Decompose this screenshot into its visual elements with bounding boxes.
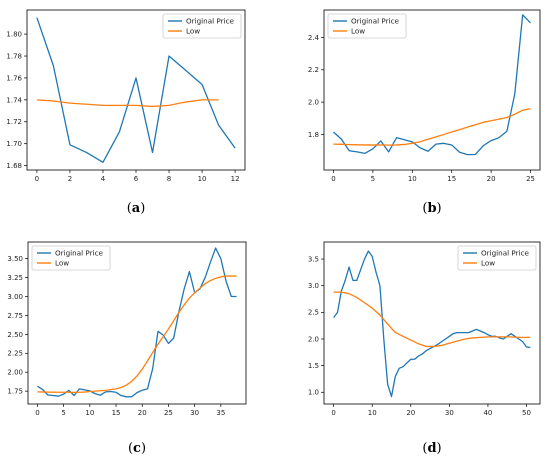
y-tick-label: 3.25	[7, 274, 23, 282]
panel-label: (c)	[128, 441, 146, 456]
x-tick-label: 0	[331, 175, 335, 183]
x-tick-label: 8	[167, 175, 171, 183]
legend-label-original-price: Original Price	[351, 17, 400, 26]
y-tick-label: 2.4	[308, 34, 320, 42]
y-tick-label: 1.80	[6, 31, 22, 39]
y-tick-label: 1.0	[308, 389, 319, 397]
x-tick-label: 0	[35, 409, 39, 417]
x-tick-label: 35	[216, 409, 225, 417]
y-tick-label: 2.75	[7, 312, 23, 320]
legend-label-low: Low	[186, 27, 200, 36]
x-tick-label: 0	[331, 409, 335, 417]
panel-label: (d)	[422, 441, 441, 456]
panel-label: (b)	[422, 201, 441, 216]
plot-frame	[27, 241, 247, 405]
legend-box	[31, 245, 111, 271]
legend-label-original-price: Original Price	[481, 249, 530, 258]
series-line-original-price	[36, 17, 236, 163]
y-tick-label: 1.74	[6, 96, 22, 104]
legend-box	[327, 13, 407, 39]
x-tick-label: 15	[112, 409, 121, 417]
y-tick-label: 3.5	[308, 255, 319, 263]
x-tick-label: 2	[68, 175, 72, 183]
y-tick-label: 1.68	[6, 162, 22, 170]
x-tick-label: 0	[35, 175, 39, 183]
x-tick-label: 50	[522, 409, 531, 417]
legend-label-low: Low	[481, 259, 495, 268]
y-tick-label: 2.25	[7, 350, 23, 358]
series-line-original-price	[333, 14, 532, 156]
y-tick-label: 2.5	[308, 309, 319, 317]
series-line-low	[333, 291, 531, 348]
y-tick-label: 2.2	[308, 66, 319, 74]
x-tick-label: 25	[526, 175, 535, 183]
x-tick-label: 25	[164, 409, 173, 417]
y-tick-label: 1.72	[6, 118, 22, 126]
legend-label-low: Low	[351, 27, 365, 36]
y-tick-label: 1.76	[6, 74, 22, 82]
chart-panel-c: 0 5 10 15 20 25 30 35 1.75 2.00 2.25 2.50 2.75 3.00 3.…	[7, 241, 247, 456]
y-tick-label: 3.50	[7, 255, 23, 263]
y-tick-label: 3.00	[7, 293, 23, 301]
x-tick-label: 10	[368, 409, 377, 417]
legend-label-original-price: Original Price	[186, 17, 235, 26]
y-tick-label: 2.00	[7, 369, 23, 377]
y-tick-label: 2.0	[308, 335, 319, 343]
x-tick-label: 10	[198, 175, 207, 183]
legend-label-low: Low	[55, 259, 69, 268]
series-line-low	[36, 99, 219, 108]
x-tick-label: 20	[487, 175, 496, 183]
y-tick-label: 2.50	[7, 331, 23, 339]
x-tick-label: 5	[61, 409, 65, 417]
x-tick-label: 10	[85, 409, 94, 417]
plot-frame	[323, 241, 541, 405]
x-tick-label: 6	[134, 175, 139, 183]
x-tick-label: 30	[190, 409, 199, 417]
y-tick-label: 1.70	[6, 140, 22, 148]
series-line-low	[333, 107, 531, 146]
y-tick-label: 1.5	[308, 362, 319, 370]
y-tick-label: 2.0	[308, 99, 319, 107]
legend-box	[162, 13, 242, 39]
x-tick-label: 15	[447, 175, 456, 183]
y-tick-label: 1.75	[7, 388, 23, 396]
plot-frame	[323, 9, 541, 171]
x-tick-label: 30	[445, 409, 454, 417]
series-line-low	[37, 275, 237, 393]
chart-panel-a: 0 2 4 6 8 10 12 1.68 1.70 1.72 1.74 1.76 1.78 1.80 Ori…	[6, 9, 246, 216]
x-tick-label: 4	[101, 175, 106, 183]
legend-box	[457, 245, 537, 271]
x-tick-label: 40	[483, 409, 492, 417]
series-line-original-price	[333, 250, 531, 398]
x-tick-label: 10	[408, 175, 417, 183]
y-tick-label: 3.0	[308, 282, 319, 290]
x-tick-label: 12	[231, 175, 240, 183]
x-tick-label: 20	[138, 409, 147, 417]
y-tick-label: 1.78	[6, 52, 22, 60]
chart-panel-d: 0 10 20 30 40 50 1.0 1.5 2.0 2.5 3.0 3.5 Original Pr…	[308, 241, 541, 456]
x-tick-label: 20	[406, 409, 415, 417]
panel-label: (a)	[127, 201, 146, 216]
legend-label-original-price: Original Price	[55, 249, 104, 258]
x-tick-label: 5	[371, 175, 375, 183]
y-tick-label: 1.8	[308, 131, 319, 139]
